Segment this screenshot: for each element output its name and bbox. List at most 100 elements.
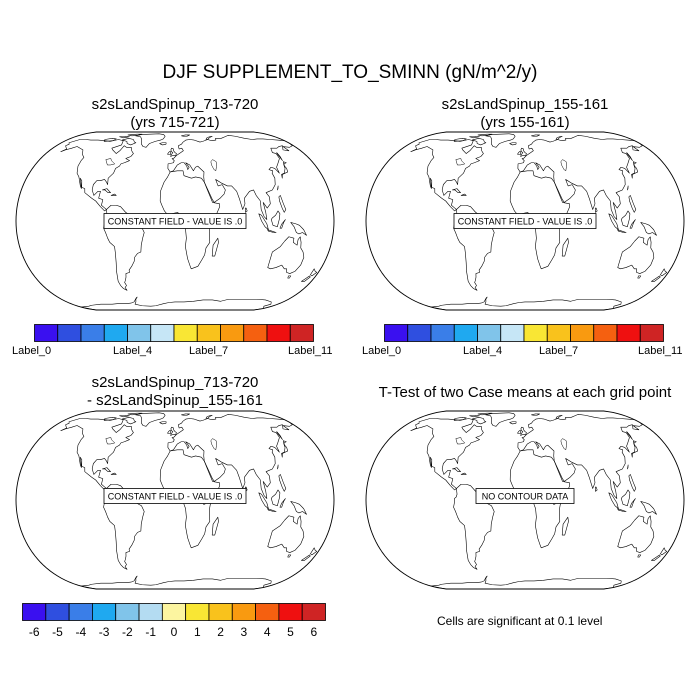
coastline	[620, 489, 631, 507]
colorbar-label: Label_11	[288, 345, 333, 357]
panel-1-title: s2sLandSpinup_713-720 (yrs 715-721)	[25, 96, 325, 132]
colorbar-swatch	[639, 324, 664, 342]
plot-title: DJF SUPPLEMENT_TO_SMINN (gN/m^2/y)	[162, 62, 538, 83]
colorbar-swatch	[231, 603, 256, 621]
coastline	[167, 151, 172, 155]
coastline	[127, 133, 143, 137]
colorbar-swatch	[384, 324, 409, 342]
colorbar-swatches	[22, 603, 326, 621]
coastline	[276, 152, 283, 161]
colorbar-swatch	[500, 324, 525, 342]
colorbar-difference-labels: -6 -5 -4 -3 -2 -1 0 1 2 3 4 5 6	[0, 625, 350, 641]
colorbar-swatch	[255, 603, 280, 621]
colorbar-swatch	[616, 324, 641, 342]
coastline	[631, 161, 639, 179]
colorbar-tick-label: -6	[28, 625, 40, 639]
coastline	[281, 161, 289, 179]
coastline	[159, 142, 167, 146]
colorbar-tick-label: -3	[98, 625, 110, 639]
colorbar-swatch	[523, 324, 548, 342]
coastline	[135, 412, 166, 427]
panel-1-title-line1: s2sLandSpinup_713-720	[91, 96, 259, 113]
lake	[210, 438, 217, 451]
coastline	[205, 135, 213, 140]
panel-3-title-line1: s2sLandSpinup_713-720	[91, 374, 259, 391]
coastline	[517, 151, 522, 155]
coastline	[287, 275, 292, 279]
coastline	[517, 414, 643, 499]
coastline	[471, 417, 487, 425]
colorbar-tick-label: -2	[122, 625, 133, 639]
coastline	[594, 207, 598, 213]
lake	[105, 158, 116, 166]
coastline	[270, 489, 281, 507]
coastline	[290, 222, 307, 236]
coastline	[276, 431, 283, 440]
message-box	[103, 213, 247, 229]
colorbar-swatch	[68, 603, 93, 621]
colorbar-swatch	[45, 603, 70, 621]
colorbar-swatch	[289, 324, 314, 342]
colorbar-swatch	[243, 324, 268, 342]
colorbar-swatch	[150, 324, 175, 342]
coastline	[277, 464, 279, 470]
colorbar-swatch	[173, 324, 198, 342]
message-box	[475, 488, 575, 504]
world-map-panel-1: CONSTANT FIELD - VALUE IS .0	[15, 131, 335, 311]
coastline	[477, 133, 493, 137]
coastline	[509, 421, 517, 425]
coastline	[651, 554, 661, 561]
colorbar-case-2	[384, 324, 664, 342]
coastline	[617, 236, 655, 274]
colorbar-swatch	[301, 603, 326, 621]
colorbar-label: Label_0	[362, 345, 402, 357]
coastline	[640, 501, 657, 515]
coastline	[531, 413, 540, 416]
coastline	[170, 147, 177, 157]
coastline	[181, 413, 190, 416]
world-map-panel-2: CONSTANT FIELD - VALUE IS .0	[365, 131, 685, 311]
coastline	[453, 417, 467, 421]
coastline	[626, 152, 633, 161]
lake	[560, 438, 567, 451]
colorbar-label: Label_7	[189, 345, 229, 357]
map-message: CONSTANT FIELD - VALUE IS .0	[458, 217, 593, 227]
coastline	[452, 467, 461, 472]
coastline	[301, 275, 311, 282]
colorbar-case-1	[34, 324, 314, 342]
colorbar-tick-label: 1	[193, 625, 201, 639]
colorbar-swatch	[453, 324, 478, 342]
coastline	[60, 139, 134, 212]
colorbar-tick-label: 3	[240, 625, 248, 639]
coastline	[281, 440, 289, 458]
coastline	[102, 467, 111, 472]
colorbar-swatch	[161, 603, 187, 621]
coastline	[60, 418, 134, 491]
coastline	[555, 135, 563, 140]
coastline	[211, 237, 219, 257]
coastline	[485, 412, 516, 427]
colorbar-swatch	[127, 324, 152, 342]
coastline	[520, 426, 527, 436]
coastline	[103, 417, 117, 421]
message-box	[453, 213, 597, 229]
coastline	[270, 210, 281, 228]
coastline	[278, 195, 287, 213]
coastline	[310, 268, 318, 277]
coastline	[469, 135, 480, 139]
coastline	[628, 474, 637, 492]
coastline	[660, 268, 668, 277]
coastline	[594, 486, 598, 492]
colorbar-label: Label_4	[463, 345, 503, 357]
colorbar-tick-label: 5	[287, 625, 294, 639]
coastline	[617, 508, 627, 512]
coastline	[460, 472, 467, 475]
coastline	[517, 135, 643, 220]
coastline	[617, 229, 627, 233]
coastline	[135, 133, 166, 148]
colorbar-swatch	[196, 324, 221, 342]
coastline	[244, 207, 248, 213]
message-box	[103, 488, 247, 504]
coastline	[205, 414, 213, 419]
colorbar-swatch	[220, 324, 245, 342]
